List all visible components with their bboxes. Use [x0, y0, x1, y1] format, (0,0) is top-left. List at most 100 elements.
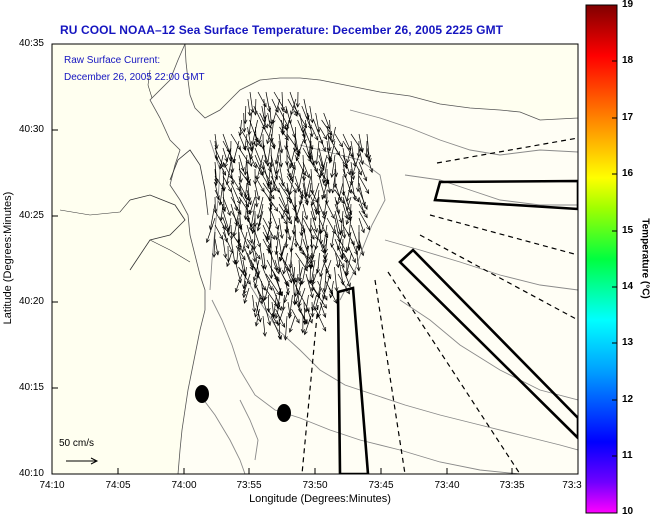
current-vector-head: [280, 182, 285, 187]
current-vector-head: [218, 165, 223, 170]
current-vector: [214, 147, 224, 167]
current-vector-head: [226, 262, 231, 268]
current-vector: [342, 203, 348, 219]
current-vector-head: [205, 238, 210, 244]
current-vector-head: [321, 179, 326, 184]
current-vector: [289, 119, 296, 138]
current-vector: [273, 91, 287, 114]
current-vector: [254, 294, 261, 317]
current-vector: [244, 133, 248, 150]
current-vector: [289, 315, 296, 333]
current-vector: [303, 98, 309, 120]
radial-dashed-lines: [301, 137, 578, 474]
current-vector-head: [348, 216, 353, 221]
current-vector: [302, 238, 311, 260]
current-vector: [294, 238, 305, 255]
current-vector: [286, 175, 297, 193]
current-vector: [244, 287, 250, 304]
current-vector-head: [241, 248, 246, 254]
current-vector: [271, 98, 279, 113]
current-vector-head: [240, 167, 245, 172]
current-vector: [336, 182, 344, 205]
current-vector-head: [245, 217, 251, 223]
current-vector-head: [363, 205, 368, 210]
current-vector-head: [247, 111, 252, 117]
current-vector: [226, 161, 232, 185]
current-vector-head: [244, 195, 249, 201]
current-vector: [278, 217, 283, 239]
current-vector-head: [246, 178, 251, 184]
current-vector: [342, 224, 355, 245]
current-vector: [283, 287, 290, 303]
current-vector-head: [363, 213, 368, 219]
current-vector-head: [215, 195, 220, 201]
current-vector-head: [297, 277, 302, 282]
bathymetry-contours: [199, 109, 578, 474]
current-vector: [302, 161, 310, 178]
current-vector: [238, 224, 250, 249]
current-vector-head: [293, 292, 298, 297]
current-vector-head: [256, 214, 261, 220]
current-vector: [286, 182, 292, 204]
current-vector: [267, 161, 272, 187]
current-vector-head: [295, 318, 300, 324]
current-vector-head: [263, 159, 268, 165]
current-vector-head: [256, 195, 261, 201]
colorbar-title: Temperature (°C): [639, 218, 651, 299]
current-vector-head: [254, 322, 259, 327]
scale-arrow: [66, 457, 99, 465]
current-vector-head: [303, 123, 308, 129]
current-vector-head: [336, 246, 341, 251]
current-vector-head: [282, 269, 287, 275]
current-vector-head: [345, 289, 350, 295]
current-vector-head: [230, 180, 235, 185]
current-vector: [278, 238, 283, 257]
current-vector: [319, 126, 328, 140]
current-vector-head: [277, 267, 282, 273]
current-vector-head: [320, 171, 325, 177]
current-vector: [272, 98, 281, 124]
current-vector: [332, 126, 336, 143]
current-vector: [262, 315, 266, 337]
current-vector-head: [352, 258, 356, 264]
current-vector-head: [283, 109, 287, 114]
current-vector: [267, 140, 272, 166]
current-vector: [334, 189, 345, 204]
current-vector-head: [304, 215, 309, 221]
current-vector: [262, 266, 273, 291]
current-vector: [249, 91, 254, 113]
current-vector: [261, 105, 266, 123]
current-vector-head: [342, 234, 347, 239]
current-vector: [254, 147, 264, 170]
current-vector: [254, 175, 265, 192]
current-vector: [297, 119, 306, 138]
current-vector: [275, 154, 280, 174]
current-vector-head: [212, 253, 217, 258]
current-vector: [304, 315, 312, 335]
current-vector-head: [300, 328, 305, 334]
current-vector: [285, 280, 289, 295]
current-vector-head: [356, 246, 362, 252]
land-mass-ny: [184, 44, 578, 121]
current-vector: [233, 210, 240, 237]
current-vector: [262, 231, 272, 248]
current-vector: [350, 224, 360, 249]
current-vector: [358, 210, 371, 230]
current-vector: [251, 245, 256, 262]
current-vector-head: [219, 216, 224, 222]
current-vector: [249, 196, 256, 215]
current-vector: [331, 224, 336, 248]
current-vector: [294, 196, 304, 221]
current-vector-head: [307, 193, 312, 199]
current-vector-head: [333, 299, 338, 304]
current-vector: [342, 147, 347, 169]
current-vector: [300, 294, 310, 312]
current-vector-head: [323, 135, 328, 140]
current-vector: [310, 238, 314, 259]
current-vector: [234, 259, 242, 283]
current-vector-head: [308, 319, 313, 324]
current-vector-head: [309, 279, 314, 284]
x-tick-label: 73:55: [236, 480, 262, 491]
current-vector-head: [346, 158, 351, 164]
